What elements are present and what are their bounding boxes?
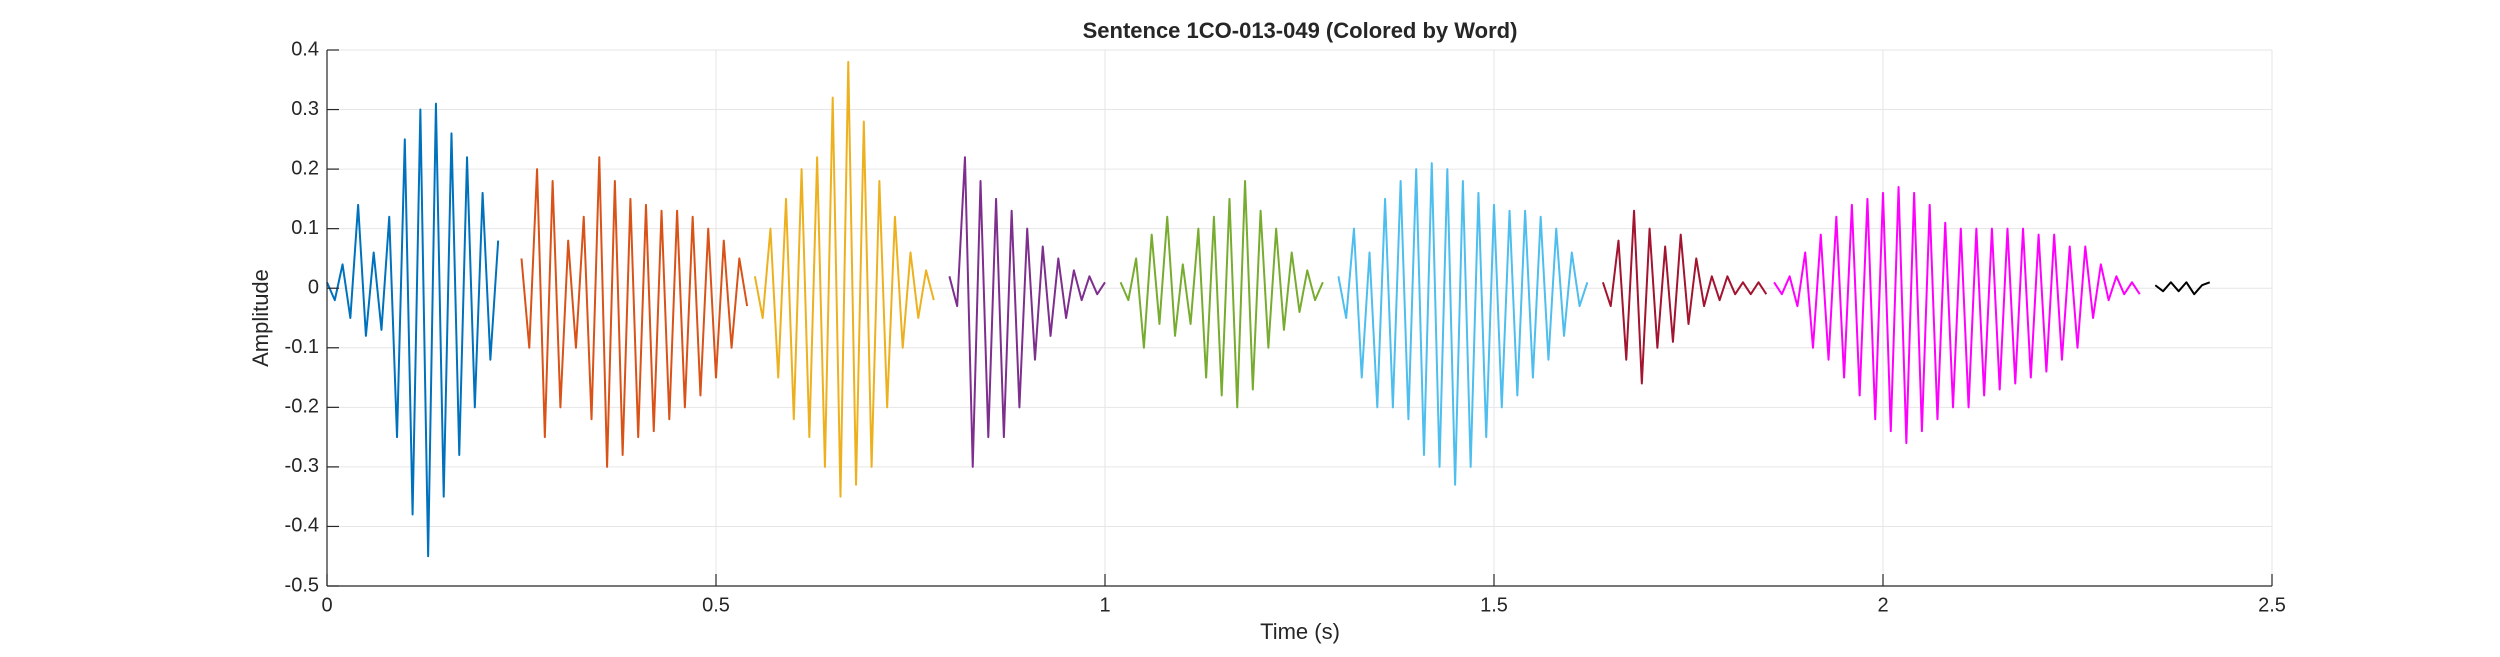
- waveform-segment: [326, 102, 500, 558]
- axes: 0 0.5 1 1.5 2 2.5 -0.5 -0.4 -0.3 -0.2 -0.1 0 0.1 0.2 0…: [285, 38, 2286, 616]
- waveform-segment: [1337, 162, 1589, 486]
- x-tick-label: 1.5: [1480, 594, 1508, 616]
- x-tick-label: 2: [1877, 594, 1888, 616]
- grid: [326, 49, 2273, 587]
- y-tick-label: -0.3: [285, 455, 319, 477]
- y-tick-label: -0.4: [285, 515, 319, 537]
- waveform-segment: [1601, 209, 1768, 385]
- y-tick-label: 0.1: [291, 217, 319, 239]
- y-tick-label: -0.5: [285, 574, 319, 596]
- x-tick-label: 2.5: [2258, 594, 2286, 616]
- x-tick-label: 0: [321, 594, 332, 616]
- y-tick-label: 0.3: [291, 98, 319, 120]
- y-tick-label: -0.2: [285, 396, 319, 418]
- waveform-segment: [948, 156, 1106, 468]
- y-tick-label: 0: [308, 277, 319, 299]
- y-axis-label: Amplitude: [248, 269, 273, 367]
- waveform-segment: [520, 156, 749, 468]
- waveform-segment: [753, 60, 935, 498]
- x-tick-label: 0.5: [702, 594, 730, 616]
- waveform-segment: [1119, 180, 1324, 409]
- waveform-segment: [2154, 281, 2211, 296]
- waveform: [326, 60, 2211, 558]
- x-tick-label: 1: [1099, 594, 1110, 616]
- chart-title: Sentence 1CO-013-049 (Colored by Word): [1083, 18, 1518, 43]
- plot-area: [327, 50, 2272, 586]
- y-tick-label: -0.1: [285, 336, 319, 358]
- x-axis-label: Time (s): [1260, 619, 1340, 644]
- waveform-segment: [1773, 185, 2141, 445]
- y-tick-label: 0.4: [291, 38, 319, 60]
- y-tick-label: 0.2: [291, 157, 319, 179]
